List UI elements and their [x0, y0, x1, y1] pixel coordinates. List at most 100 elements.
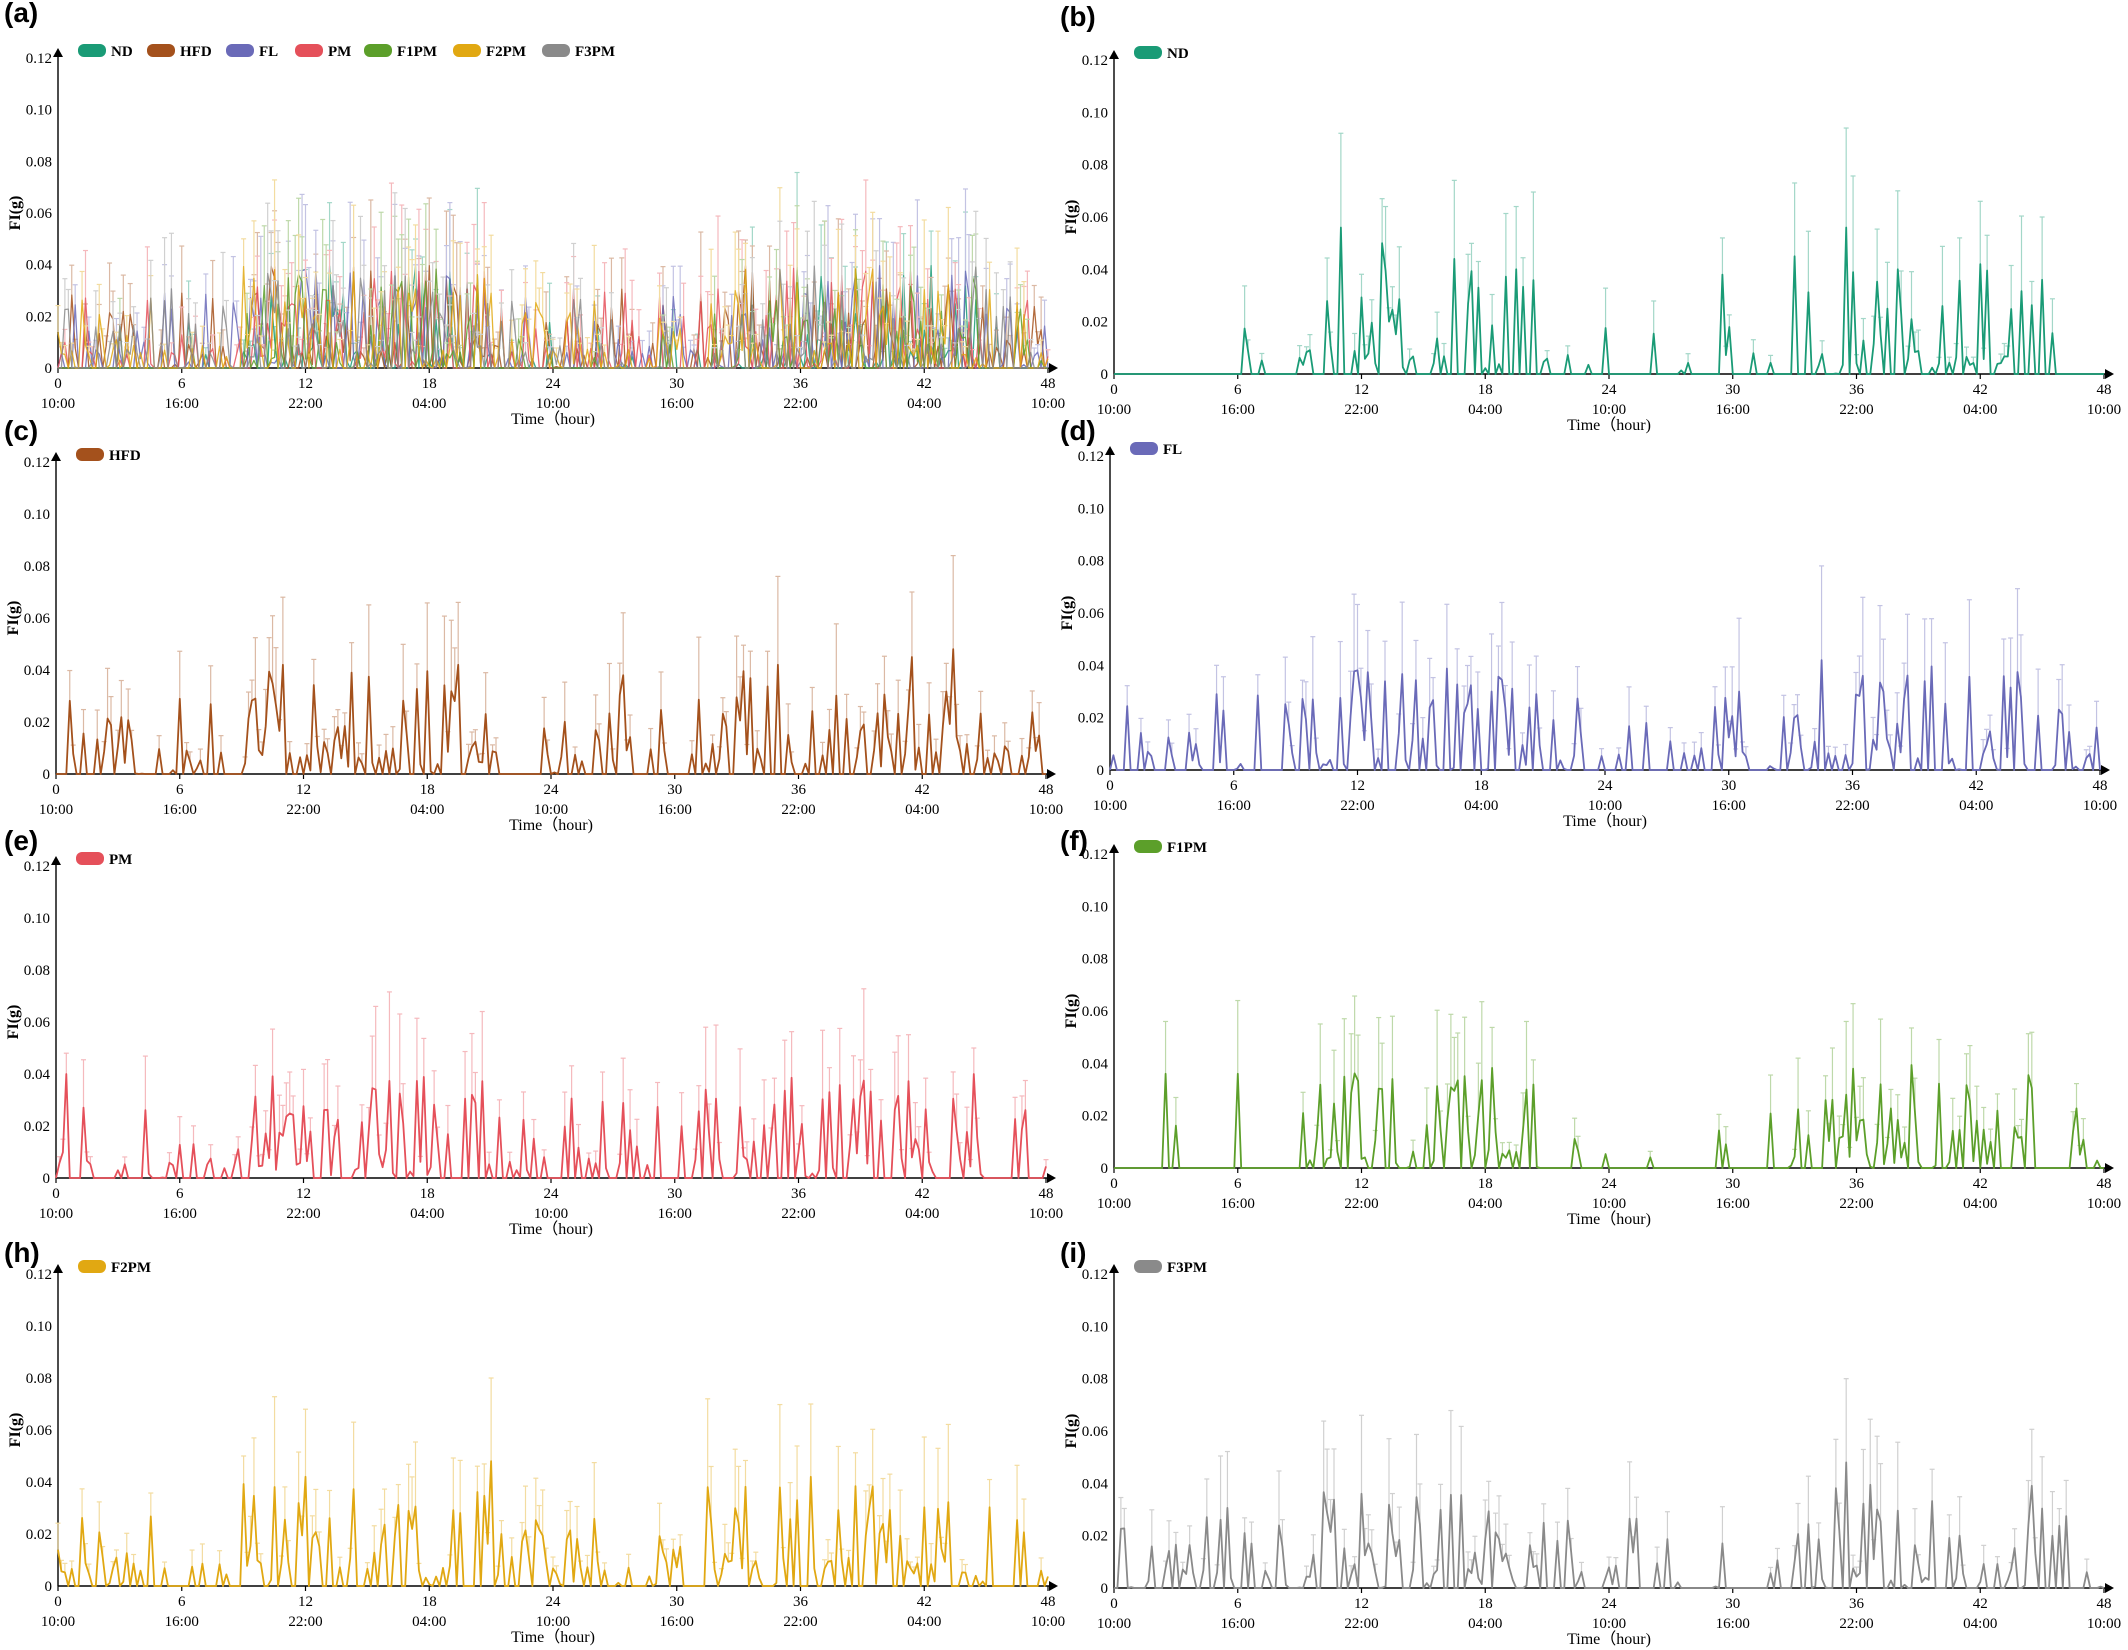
clock-tick-label: 16:00 — [1716, 1196, 1750, 1212]
y-tick-label: 0.08 — [1082, 158, 1108, 174]
x-tick-label: 30 — [1725, 1176, 1740, 1192]
x-tick-label: 30 — [667, 782, 682, 798]
panel-c: (c) 0 0.02 0.04 0.06 0.08 0.10 0.12 FI(g) 0 10:00 6… — [4, 415, 1063, 834]
clock-tick-label: 10:00 — [39, 802, 73, 818]
x-tick-label: 36 — [791, 782, 807, 798]
x-tick-label: 18 — [1474, 778, 1489, 794]
y-axis-label: FI(g) — [1063, 200, 1080, 235]
clock-tick-label: 10:00 — [1097, 1616, 1131, 1632]
y-tick-label: 0.06 — [24, 611, 51, 627]
y-tick-label: 0.12 — [24, 455, 50, 471]
clock-tick-label: 16:00 — [1716, 1616, 1750, 1632]
clock-tick-label: 10:00 — [1029, 802, 1063, 818]
x-tick-label: 24 — [544, 1186, 560, 1202]
x-tick-label: 6 — [176, 782, 184, 798]
panel-i: (i) 0 0.02 0.04 0.06 0.08 0.10 0.12 FI(g) 0 10:00 6… — [1060, 1237, 2121, 1648]
clock-tick-label: 10:00 — [534, 802, 568, 818]
x-axis-arrow — [1049, 363, 1058, 373]
clock-tick-label: 04:00 — [907, 1614, 941, 1630]
y-tick-label: 0 — [1097, 763, 1105, 779]
x-tick-label: 30 — [667, 1186, 682, 1202]
y-tick-label: 0.12 — [1082, 53, 1108, 69]
x-tick-label: 18 — [1478, 382, 1493, 398]
x-tick-label: 6 — [178, 376, 186, 392]
y-axis-arrow — [53, 1264, 63, 1273]
clock-tick-label: 10:00 — [1093, 798, 1127, 814]
x-tick-label: 18 — [422, 376, 437, 392]
y-tick-label: 0.12 — [24, 859, 50, 875]
legend-label: HFD — [180, 44, 212, 60]
series-line — [58, 265, 1049, 369]
y-tick-label: 0.02 — [1082, 1529, 1108, 1545]
legend-label: FL — [1163, 442, 1182, 458]
y-tick-label: 0.04 — [24, 663, 51, 679]
x-axis-arrow — [1047, 1173, 1056, 1183]
clock-tick-label: 22:00 — [1340, 798, 1374, 814]
clock-tick-label: 16:00 — [658, 802, 692, 818]
series-F1PM — [1114, 995, 2104, 1169]
y-tick-label: 0.08 — [1082, 952, 1108, 968]
x-tick-label: 36 — [1849, 1596, 1865, 1612]
y-tick-label: 0.04 — [24, 1067, 51, 1083]
panel-h: (h) 0 0.02 0.04 0.06 0.08 0.10 0.12 FI(g) 0 10:00 6… — [4, 1237, 1065, 1646]
x-tick-label: 12 — [1350, 778, 1365, 794]
y-axis-label: FI(g) — [5, 1005, 22, 1040]
legend-swatch — [542, 44, 570, 57]
y-tick-label: 0.02 — [26, 1527, 52, 1543]
y-tick-label: 0.02 — [1082, 1109, 1108, 1125]
x-tick-label: 12 — [1354, 1596, 1369, 1612]
clock-tick-label: 10:00 — [536, 1614, 570, 1630]
clock-tick-label: 04:00 — [905, 1206, 939, 1222]
legend-swatch — [76, 852, 104, 865]
legend-swatch — [295, 44, 323, 57]
clock-tick-label: 22:00 — [1344, 402, 1378, 418]
clock-tick-label: 22:00 — [288, 1614, 322, 1630]
legend-swatch — [147, 44, 175, 57]
x-tick-label: 30 — [669, 1594, 684, 1610]
legend-swatch — [1134, 1260, 1162, 1273]
panel-label: (a) — [4, 0, 38, 28]
clock-tick-label: 22:00 — [286, 1206, 320, 1222]
series-line — [1114, 226, 2104, 375]
legend-swatch — [1134, 840, 1162, 853]
clock-tick-label: 16:00 — [660, 1614, 694, 1630]
clock-tick-label: 04:00 — [410, 1206, 444, 1222]
y-tick-label: 0.08 — [1082, 1372, 1108, 1388]
y-tick-label: 0.04 — [1078, 658, 1105, 674]
y-tick-label: 0.12 — [26, 51, 52, 67]
x-tick-label: 18 — [1478, 1596, 1493, 1612]
x-axis-label: Time（hour) — [509, 1220, 593, 1238]
clock-tick-label: 04:00 — [1963, 1616, 1997, 1632]
clock-tick-label: 10:00 — [2087, 1616, 2121, 1632]
x-tick-label: 0 — [52, 1186, 60, 1202]
y-tick-label: 0.10 — [24, 507, 50, 523]
y-tick-label: 0.08 — [24, 559, 50, 575]
y-tick-label: 0 — [45, 361, 53, 377]
panel-b: (b) 0 0.02 0.04 0.06 0.08 0.10 0.12 FI(g) 0 10:00 6… — [1060, 1, 2121, 434]
y-tick-label: 0.12 — [26, 1267, 52, 1283]
x-tick-label: 0 — [1110, 382, 1118, 398]
x-tick-label: 48 — [1041, 376, 1056, 392]
clock-tick-label: 10:00 — [41, 396, 75, 412]
clock-tick-label: 16:00 — [1217, 798, 1251, 814]
panel-e: (e) 0 0.02 0.04 0.06 0.08 0.10 0.12 FI(g) 0 10:00 6… — [4, 825, 1063, 1238]
x-tick-label: 24 — [1602, 1176, 1618, 1192]
series-F3PM — [58, 192, 1049, 369]
y-axis-arrow — [51, 452, 61, 461]
y-tick-label: 0.02 — [1082, 315, 1108, 331]
legend-swatch — [76, 448, 104, 461]
clock-tick-label: 10:00 — [1592, 402, 1626, 418]
clock-tick-label: 22:00 — [783, 1614, 817, 1630]
x-axis-label: Time（hour) — [1567, 416, 1651, 434]
legend-swatch — [226, 44, 254, 57]
x-tick-label: 0 — [1106, 778, 1114, 794]
y-tick-label: 0 — [1101, 1581, 1109, 1597]
x-axis-label: Time（hour) — [1567, 1630, 1651, 1648]
series-line — [55, 1073, 1047, 1179]
clock-tick-label: 04:00 — [1468, 1196, 1502, 1212]
y-tick-label: 0.10 — [1078, 501, 1104, 517]
y-tick-label: 0.12 — [1078, 449, 1104, 465]
x-tick-label: 12 — [1354, 1176, 1369, 1192]
x-axis-label: Time（hour) — [509, 816, 593, 834]
